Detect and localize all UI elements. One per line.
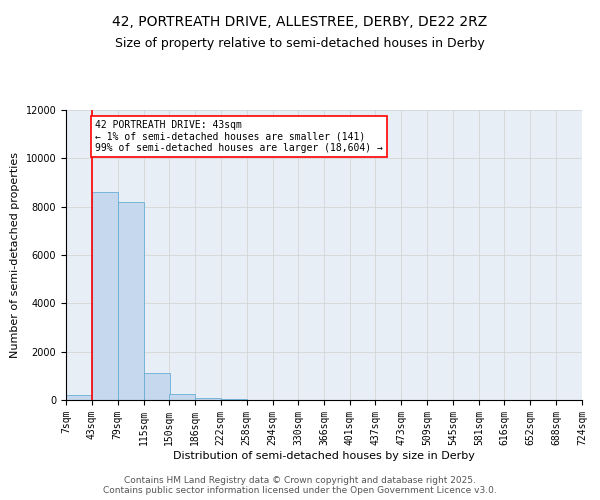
X-axis label: Distribution of semi-detached houses by size in Derby: Distribution of semi-detached houses by … — [173, 450, 475, 460]
Bar — [66, 395, 92, 400]
Bar — [92, 192, 118, 400]
Text: 42, PORTREATH DRIVE, ALLESTREE, DERBY, DE22 2RZ: 42, PORTREATH DRIVE, ALLESTREE, DERBY, D… — [112, 15, 488, 29]
Bar — [169, 394, 195, 400]
Text: Size of property relative to semi-detached houses in Derby: Size of property relative to semi-detach… — [115, 38, 485, 51]
Y-axis label: Number of semi-detached properties: Number of semi-detached properties — [10, 152, 20, 358]
Bar — [118, 202, 144, 400]
Bar — [195, 398, 221, 400]
Bar — [144, 374, 170, 400]
Text: Contains HM Land Registry data © Crown copyright and database right 2025.
Contai: Contains HM Land Registry data © Crown c… — [103, 476, 497, 495]
Text: 42 PORTREATH DRIVE: 43sqm
← 1% of semi-detached houses are smaller (141)
99% of : 42 PORTREATH DRIVE: 43sqm ← 1% of semi-d… — [95, 120, 383, 153]
